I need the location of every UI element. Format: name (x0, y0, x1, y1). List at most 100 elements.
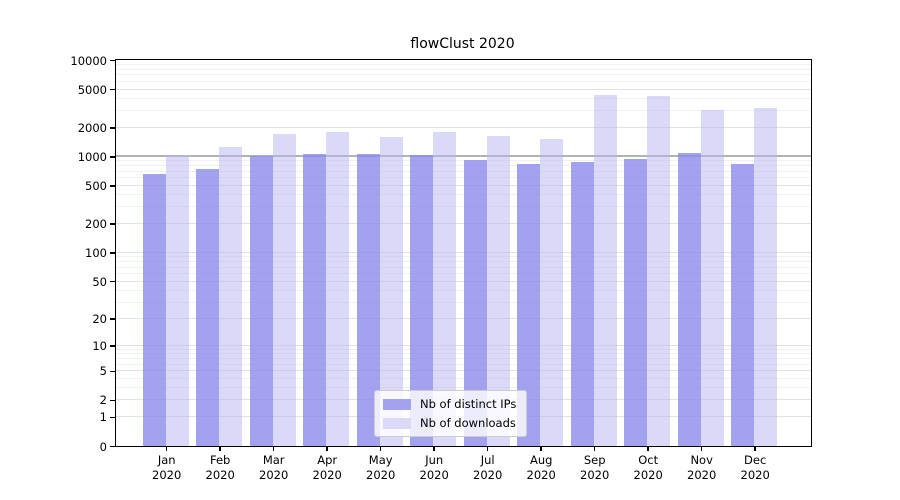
x-tick-label-nov: Nov 2020 (687, 453, 717, 482)
minor-gridline-90 (116, 256, 811, 258)
y-tick-mark-5 (110, 370, 115, 373)
y-tick-label-2: 2 (99, 393, 107, 408)
bar-downloads-mar (272, 133, 296, 446)
minor-gridline-70 (116, 266, 811, 268)
bar-downloads-jul (486, 136, 510, 446)
y-tick-label-10000: 10000 (70, 53, 107, 68)
minor-gridline-6 (116, 363, 811, 365)
bar-ips-nov (677, 153, 701, 446)
y-tick-label-500: 500 (85, 178, 107, 193)
legend: Nb of distinct IPs Nb of downloads (374, 390, 528, 437)
major-gridline-5000 (116, 88, 811, 90)
x-tick-mark-mar (272, 446, 275, 451)
x-tick-label-mar: Mar 2020 (259, 453, 289, 482)
legend-item-distinct-ips: Nb of distinct IPs (383, 397, 516, 411)
minor-gridline-400 (116, 194, 811, 196)
x-tick-label-feb: Feb 2020 (205, 453, 235, 482)
plot-area (115, 59, 812, 447)
major-gridline-50 (116, 280, 811, 282)
minor-gridline-8000 (116, 68, 811, 70)
y-tick-label-10: 10 (92, 339, 107, 353)
minor-gridline-600 (116, 177, 811, 179)
emphasized-gridline-1000 (116, 155, 811, 158)
major-gridline-20 (116, 317, 811, 319)
y-tick-label-5: 5 (99, 364, 107, 379)
y-tick-label-2000: 2000 (77, 120, 107, 135)
minor-gridline-6000 (116, 80, 811, 82)
bar-downloads-jun (433, 132, 457, 446)
y-tick-mark-5000 (110, 88, 115, 91)
bar-downloads-nov (700, 110, 724, 446)
bar-ips-jun (410, 154, 434, 446)
x-tick-mark-feb (219, 446, 221, 451)
y-tick-label-20: 20 (92, 311, 107, 326)
minor-gridline-60 (116, 273, 811, 275)
y-tick-mark-1 (110, 416, 115, 419)
bar-ips-dec (731, 163, 755, 446)
major-gridline-200 (116, 223, 811, 225)
x-tick-label-dec: Dec 2020 (740, 453, 770, 482)
y-tick-label-200: 200 (85, 217, 107, 232)
minor-gridline-300 (116, 206, 811, 208)
x-tick-label-may: May 2020 (366, 453, 396, 482)
x-tick-mark-aug (540, 446, 542, 451)
x-tick-mark-jan (165, 446, 168, 451)
minor-gridline-900 (116, 160, 811, 162)
x-tick-mark-jul (486, 446, 489, 451)
major-gridline-500 (116, 184, 811, 186)
y-tick-mark-100 (110, 252, 115, 254)
minor-gridline-4000 (116, 97, 811, 99)
minor-gridline-8 (116, 353, 811, 355)
bar-downloads-oct (647, 95, 671, 446)
y-tick-mark-10 (110, 345, 115, 347)
y-tick-mark-200 (110, 223, 115, 225)
bar-downloads-aug (540, 138, 564, 446)
bar-ips-sep (570, 162, 594, 446)
y-tick-mark-2 (110, 399, 115, 402)
minor-gridline-9000 (116, 63, 811, 65)
minor-gridline-3 (116, 387, 811, 389)
x-tick-mark-may (379, 446, 382, 451)
bar-ips-apr (303, 153, 327, 446)
major-gridline-2000 (116, 126, 811, 128)
bar-downloads-dec (754, 108, 778, 446)
y-tick-label-1000: 1000 (77, 149, 107, 164)
y-tick-label-0: 0 (99, 439, 107, 454)
minor-gridline-80 (116, 261, 811, 263)
bar-downloads-may (379, 137, 403, 446)
minor-gridline-4 (116, 378, 811, 380)
x-tick-mark-dec (754, 446, 756, 451)
x-tick-label-jan: Jan 2020 (152, 453, 182, 482)
minor-gridline-30 (116, 301, 811, 303)
bar-ips-may (356, 154, 380, 446)
bar-ips-jul (463, 159, 487, 446)
x-tick-mark-nov (700, 446, 703, 451)
minor-gridline-9 (116, 349, 811, 350)
x-tick-label-sep: Sep 2020 (580, 453, 610, 482)
x-tick-label-aug: Aug 2020 (526, 453, 556, 482)
legend-swatch-downloads (383, 417, 411, 429)
x-tick-mark-jun (433, 446, 435, 451)
bar-ips-oct (624, 158, 648, 446)
bar-ips-aug (517, 164, 541, 446)
major-gridline-100 (116, 252, 811, 254)
bar-ips-feb (196, 168, 220, 446)
x-tick-mark-sep (593, 446, 596, 451)
y-tick-label-50: 50 (92, 274, 107, 289)
minor-gridline-700 (116, 170, 811, 172)
x-tick-mark-apr (326, 446, 328, 451)
bar-downloads-jan (165, 154, 189, 446)
y-tick-label-5000: 5000 (77, 82, 107, 97)
bar-downloads-sep (593, 95, 617, 446)
major-gridline-10 (116, 345, 811, 346)
y-tick-mark-10000 (110, 59, 115, 62)
x-tick-label-oct: Oct 2020 (633, 453, 663, 482)
y-tick-mark-2000 (110, 127, 115, 129)
y-tick-mark-500 (110, 185, 115, 187)
y-tick-label-1: 1 (99, 410, 107, 425)
legend-label-downloads: Nb of downloads (420, 416, 516, 430)
bar-ips-mar (249, 156, 273, 446)
y-tick-mark-1000 (110, 156, 115, 158)
bar-downloads-feb (219, 146, 243, 446)
